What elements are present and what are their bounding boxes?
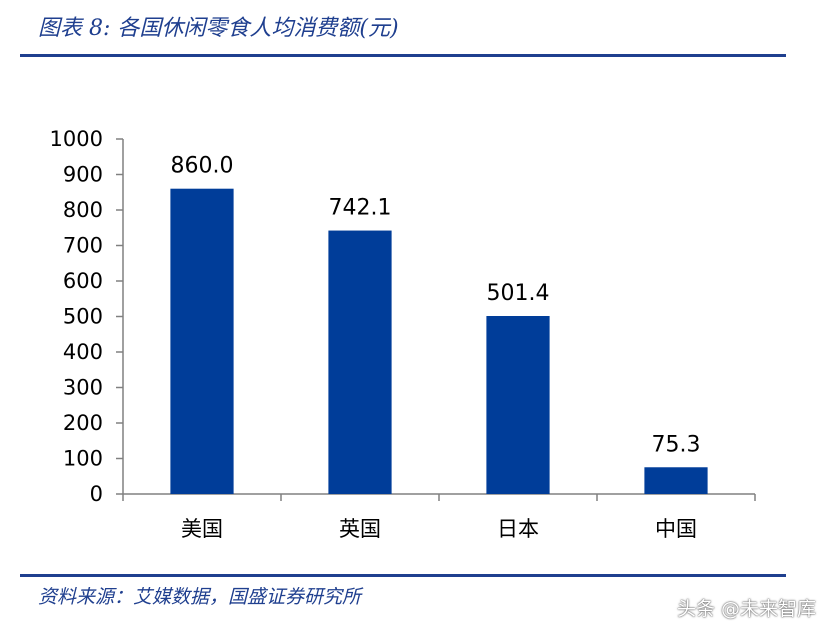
y-tick-label: 300 [63, 376, 103, 400]
footer-divider [20, 574, 786, 577]
source-note: 资料来源：艾媒数据，国盛证券研究所 [38, 586, 362, 608]
y-axis: 0 100 200 300 400 500 600 700 800 900 1000 [50, 127, 124, 506]
title-divider [20, 54, 786, 57]
chart-title: 图表 8: 各国休闲零食人均消费额(元) [38, 16, 399, 41]
data-label: 742.1 [329, 196, 392, 221]
x-category-label: 日本 [497, 517, 539, 541]
y-tick-label: 400 [63, 340, 103, 364]
y-tick-label: 500 [63, 305, 103, 329]
x-category-label: 英国 [339, 517, 381, 541]
y-tick-label: 600 [63, 269, 103, 293]
watermark: 头条 @未来智库 [676, 598, 816, 620]
x-category-label: 美国 [181, 517, 223, 541]
y-tick-label: 900 [63, 163, 103, 187]
data-label: 501.4 [487, 281, 550, 306]
x-axis: 美国 英国 日本 中国 [122, 493, 756, 541]
y-tick-label: 1000 [50, 127, 103, 151]
y-tick-label: 700 [63, 234, 103, 258]
data-labels: 860.0 742.1 501.4 75.3 [171, 154, 701, 458]
y-tick-label: 800 [63, 198, 103, 222]
bars [170, 188, 708, 494]
data-label: 75.3 [652, 432, 701, 457]
y-tick-label: 0 [90, 482, 103, 506]
x-category-label: 中国 [655, 517, 697, 541]
bar [328, 230, 392, 494]
y-tick-label: 200 [63, 411, 103, 435]
y-tick-label: 100 [63, 447, 103, 471]
bar [170, 188, 234, 494]
data-label: 860.0 [171, 154, 234, 179]
bar [486, 316, 550, 494]
bar [644, 467, 708, 494]
